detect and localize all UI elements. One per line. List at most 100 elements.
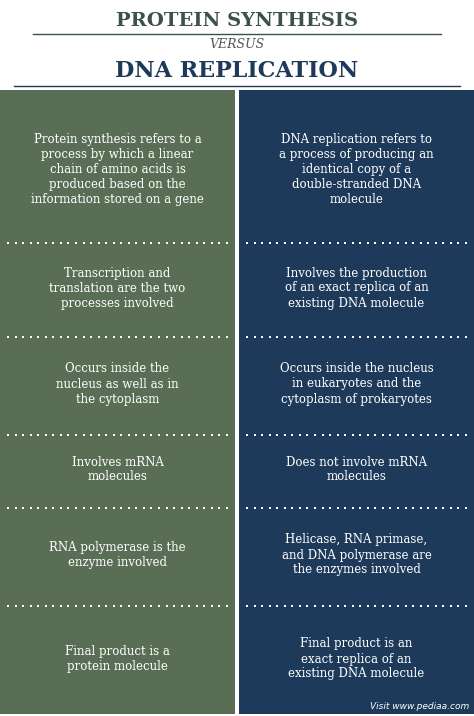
Point [394, 502, 402, 513]
Point [379, 332, 387, 343]
Point [289, 430, 296, 441]
Point [326, 600, 334, 611]
Point [349, 332, 356, 343]
Text: PROTEIN SYNTHESIS: PROTEIN SYNTHESIS [116, 12, 358, 30]
Point [243, 502, 251, 513]
Point [35, 332, 42, 343]
Point [140, 600, 148, 611]
Point [311, 502, 319, 513]
Point [49, 600, 57, 611]
Point [364, 237, 372, 248]
Point [125, 600, 133, 611]
Point [372, 430, 379, 441]
Point [394, 332, 402, 343]
Point [148, 332, 155, 343]
Point [125, 332, 133, 343]
Point [432, 600, 439, 611]
Point [356, 600, 364, 611]
Point [462, 332, 470, 343]
Point [102, 332, 110, 343]
Point [49, 332, 57, 343]
Bar [0, 0, 474, 98]
Point [455, 502, 462, 513]
Point [87, 237, 95, 248]
Point [394, 600, 402, 611]
Point [372, 600, 379, 611]
Point [118, 502, 125, 513]
Point [439, 600, 447, 611]
Point [251, 502, 258, 513]
Point [326, 430, 334, 441]
Point [102, 430, 110, 441]
Point [110, 430, 118, 441]
Point [334, 502, 341, 513]
Text: Final product is a
protein molecule: Final product is a protein molecule [65, 645, 170, 673]
Point [223, 430, 231, 441]
Point [57, 502, 64, 513]
Point [251, 332, 258, 343]
Point [133, 332, 140, 343]
Point [148, 600, 155, 611]
Point [439, 332, 447, 343]
Point [364, 502, 372, 513]
Point [364, 332, 372, 343]
Point [447, 237, 455, 248]
Point [19, 502, 27, 513]
Point [402, 332, 410, 343]
Point [185, 600, 193, 611]
Point [216, 237, 223, 248]
Point [462, 237, 470, 248]
Point [432, 237, 439, 248]
Point [185, 332, 193, 343]
Point [364, 600, 372, 611]
Point [258, 600, 266, 611]
Point [266, 332, 273, 343]
Point [19, 600, 27, 611]
Point [341, 600, 349, 611]
Point [133, 502, 140, 513]
Point [410, 600, 417, 611]
Bar [0, 604, 235, 714]
Point [289, 332, 296, 343]
Point [208, 600, 216, 611]
Point [455, 600, 462, 611]
Point [417, 502, 425, 513]
Point [273, 237, 281, 248]
Point [258, 332, 266, 343]
Point [387, 502, 394, 513]
Point [251, 600, 258, 611]
Bar [0, 506, 235, 604]
Point [27, 332, 35, 343]
Point [148, 237, 155, 248]
Point [462, 502, 470, 513]
Point [170, 430, 178, 441]
Point [163, 237, 170, 248]
Point [356, 332, 364, 343]
Point [155, 237, 163, 248]
Point [311, 332, 319, 343]
Point [289, 502, 296, 513]
Point [223, 332, 231, 343]
Point [57, 430, 64, 441]
Point [201, 600, 208, 611]
Point [311, 430, 319, 441]
Point [80, 237, 87, 248]
Point [447, 502, 455, 513]
Point [95, 502, 102, 513]
Point [110, 237, 118, 248]
Point [133, 600, 140, 611]
Point [185, 502, 193, 513]
Point [432, 502, 439, 513]
Bar [239, 335, 474, 433]
Point [185, 237, 193, 248]
Point [311, 600, 319, 611]
Point [4, 430, 12, 441]
Point [223, 600, 231, 611]
Point [402, 430, 410, 441]
Point [281, 502, 289, 513]
Point [410, 502, 417, 513]
Text: VERSUS: VERSUS [210, 38, 264, 51]
Point [208, 237, 216, 248]
Point [424, 502, 432, 513]
Point [12, 332, 19, 343]
